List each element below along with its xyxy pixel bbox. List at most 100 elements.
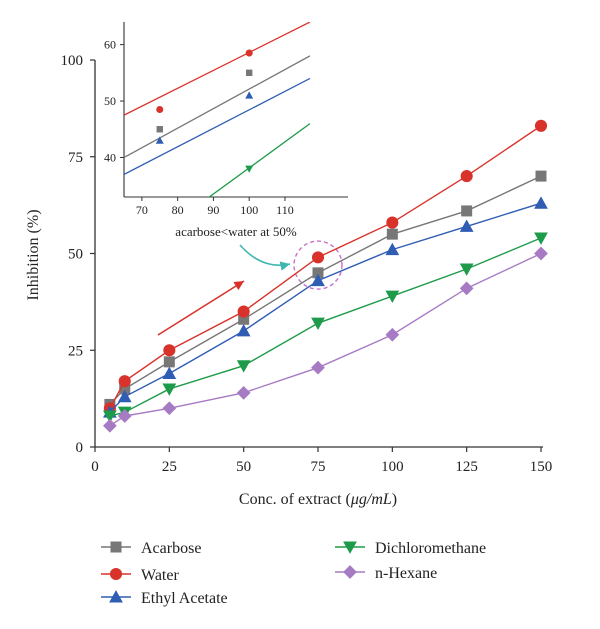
- x-axis-label-unit: μg/mL: [350, 491, 392, 508]
- main-series: [102, 119, 548, 433]
- inset-series-line-acarbose: [124, 55, 310, 159]
- data-point-water: [460, 170, 473, 183]
- data-point-water: [163, 344, 176, 357]
- data-point-ethyl-acetate: [311, 273, 325, 287]
- data-point-dichloromethane: [311, 317, 325, 331]
- data-point-ethyl-acetate: [236, 324, 251, 337]
- main-axes: 0 25 50 75 100 0 25 50 75 100 125 150: [61, 53, 553, 475]
- callout-arrow: [239, 244, 291, 271]
- data-point-n-hexane: [236, 385, 251, 400]
- inset-x-tick-label: 100: [240, 203, 258, 217]
- legend-marker-ethyl-acetate: [109, 590, 123, 603]
- data-point-dichloromethane: [459, 263, 474, 276]
- data-point-n-hexane: [102, 418, 117, 433]
- data-point-acarbose: [386, 228, 398, 240]
- data-point-acarbose: [535, 170, 547, 182]
- data-point-dichloromethane: [102, 410, 117, 423]
- x-axis-label-suffix: ): [392, 491, 397, 508]
- y-tick-label: 50: [68, 247, 83, 263]
- legend: Acarbose Water Ethyl Acetate Dichloromethan…: [101, 540, 486, 607]
- data-point-acarbose: [163, 356, 175, 368]
- inset-series-line-ethyl-acetate: [124, 77, 310, 175]
- series-line-dichloromethane: [109, 237, 542, 417]
- inset-x-tick-label: 70: [136, 203, 148, 217]
- inset-series-line-water: [124, 22, 310, 116]
- data-point-dichloromethane: [236, 360, 251, 373]
- legend-marker-acarbose: [110, 541, 122, 553]
- trend-arrow: [157, 280, 245, 336]
- x-tick-label: 25: [162, 459, 177, 475]
- data-point-n-hexane: [534, 246, 548, 261]
- data-point-n-hexane: [117, 409, 132, 423]
- data-point-n-hexane: [311, 360, 325, 375]
- x-tick-label: 50: [236, 459, 251, 475]
- inset-plot: 40 50 60 70 80 90 100 110 acarbose<water at 50%: [104, 22, 348, 239]
- data-point-ethyl-acetate: [385, 242, 400, 256]
- main-annotations: [157, 240, 343, 336]
- legend-marker-dichloromethane: [343, 541, 357, 554]
- data-point-dichloromethane: [162, 383, 177, 396]
- data-point-dichloromethane: [534, 232, 548, 245]
- data-point-water: [534, 119, 548, 132]
- inset-data-point-acarbose: [156, 126, 163, 133]
- legend-marker-n-hexane: [343, 565, 357, 579]
- data-point-water: [386, 216, 399, 229]
- series-line-n-hexane: [109, 252, 542, 427]
- legend-item-water: Water: [101, 567, 179, 584]
- inset-background: [124, 22, 310, 197]
- legend-item-ethyl-acetate: Ethyl Acetate: [101, 590, 228, 607]
- inset-y-tick-label: 40: [104, 150, 116, 164]
- data-point-acarbose: [312, 267, 324, 279]
- legend-label-ethyl-acetate: Ethyl Acetate: [141, 590, 228, 607]
- legend-label-n-hexane: n-Hexane: [375, 565, 437, 582]
- series-line-ethyl-acetate: [109, 202, 542, 413]
- series-line-acarbose: [109, 175, 542, 405]
- data-point-n-hexane: [162, 401, 177, 416]
- inset-y-tick-label: 60: [104, 38, 116, 52]
- legend-marker-water: [109, 567, 123, 581]
- x-tick-label: 125: [455, 459, 478, 475]
- inset-data-point-ethyl-acetate: [245, 91, 254, 99]
- inset-data-point-ethyl-acetate: [155, 136, 164, 144]
- y-tick-label: 25: [68, 343, 83, 359]
- data-point-ethyl-acetate: [162, 366, 177, 379]
- inset-caption: acarbose<water at 50%: [175, 224, 297, 239]
- data-point-acarbose: [119, 383, 131, 395]
- inset-series: [124, 22, 310, 197]
- main-plot: 0 25 50 75 100 0 25 50 75 100 125 150 Inhibition (%…: [25, 53, 552, 508]
- legend-label-water: Water: [141, 567, 179, 584]
- y-tick-label: 100: [61, 53, 84, 69]
- data-point-dichloromethane: [385, 290, 400, 303]
- inset-x-tick-label: 90: [207, 203, 219, 217]
- legend-item-acarbose: Acarbose: [101, 540, 201, 557]
- inset-data-point-acarbose: [245, 69, 253, 77]
- data-point-ethyl-acetate: [534, 196, 548, 209]
- inset-series-line-dichloromethane: [208, 123, 310, 197]
- x-tick-label: 75: [311, 459, 326, 475]
- data-point-water: [311, 251, 325, 264]
- legend-label-dichloromethane: Dichloromethane: [375, 540, 486, 557]
- inset-y-tick-label: 50: [104, 94, 116, 108]
- legend-label-acarbose: Acarbose: [141, 540, 201, 557]
- data-point-water: [237, 305, 250, 318]
- y-tick-label: 0: [76, 440, 84, 456]
- series-line-water: [109, 125, 542, 409]
- x-axis-label-prefix: Conc. of extract (: [239, 491, 351, 508]
- legend-item-dichloromethane: Dichloromethane: [335, 540, 486, 557]
- x-tick-label: 150: [530, 459, 553, 475]
- legend-item-n-hexane: n-Hexane: [335, 565, 437, 582]
- data-point-n-hexane: [459, 281, 474, 296]
- inset-x-tick-label: 80: [172, 203, 184, 217]
- data-point-ethyl-acetate: [459, 219, 474, 232]
- x-tick-label: 0: [91, 459, 99, 475]
- data-point-ethyl-acetate: [117, 389, 132, 403]
- x-axis-label: Conc. of extract (μg/mL): [239, 491, 397, 508]
- data-point-n-hexane: [385, 327, 400, 342]
- inset-data-point-dichloromethane: [245, 165, 254, 173]
- data-point-water: [118, 375, 131, 388]
- data-point-acarbose: [461, 205, 473, 217]
- y-axis-label: Inhibition (%): [25, 209, 42, 300]
- inset-series-lines: [124, 22, 310, 197]
- x-tick-label: 100: [381, 459, 404, 475]
